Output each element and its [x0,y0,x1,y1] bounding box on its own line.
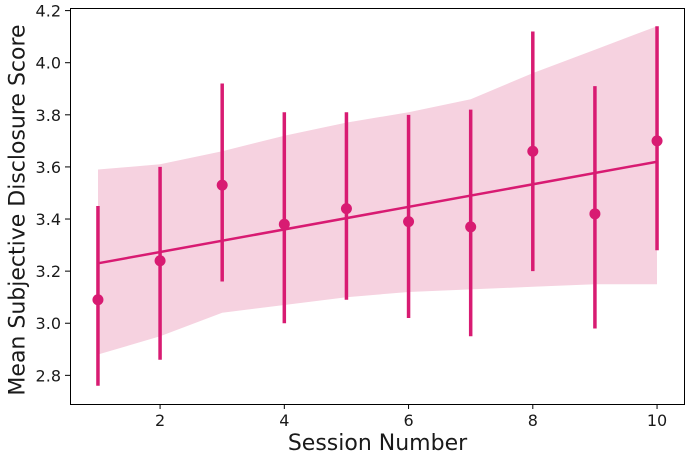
y-tick-label: 3.8 [36,106,61,125]
y-tick-label: 4.2 [36,2,61,21]
x-tick-label: 2 [155,411,165,430]
regression-line-layer [97,160,658,265]
y-tick-label: 2.8 [36,366,61,385]
data-point [154,255,166,267]
x-ticks: 2 4 6 8 10 [155,404,667,430]
data-point [651,135,663,147]
data-point [403,216,415,228]
data-point [589,208,601,220]
y-tick-label: 3.2 [36,262,61,281]
y-tick-label: 3.0 [36,314,61,333]
data-point [527,145,539,157]
y-ticks: 2.8 3.0 3.2 3.4 3.6 3.8 4.0 4.2 [36,2,70,385]
points-layer [92,135,663,306]
data-point [465,221,477,233]
y-axis-label: Mean Subjective Disclosure Score [6,24,31,395]
x-tick-label: 10 [647,411,667,430]
data-point [278,218,290,230]
data-point [216,179,228,191]
x-tick-label: 4 [279,411,289,430]
data-point [92,294,104,306]
x-tick-label: 6 [403,411,413,430]
y-tick-label: 3.6 [36,158,61,177]
y-tick-label: 3.4 [36,210,61,229]
regression-line [97,160,658,265]
x-tick-label: 8 [528,411,538,430]
x-axis-label: Session Number [288,431,468,455]
data-point [340,203,352,215]
confidence-band-layer [98,26,657,355]
y-tick-label: 4.0 [36,54,61,73]
confidence-band [98,26,657,355]
